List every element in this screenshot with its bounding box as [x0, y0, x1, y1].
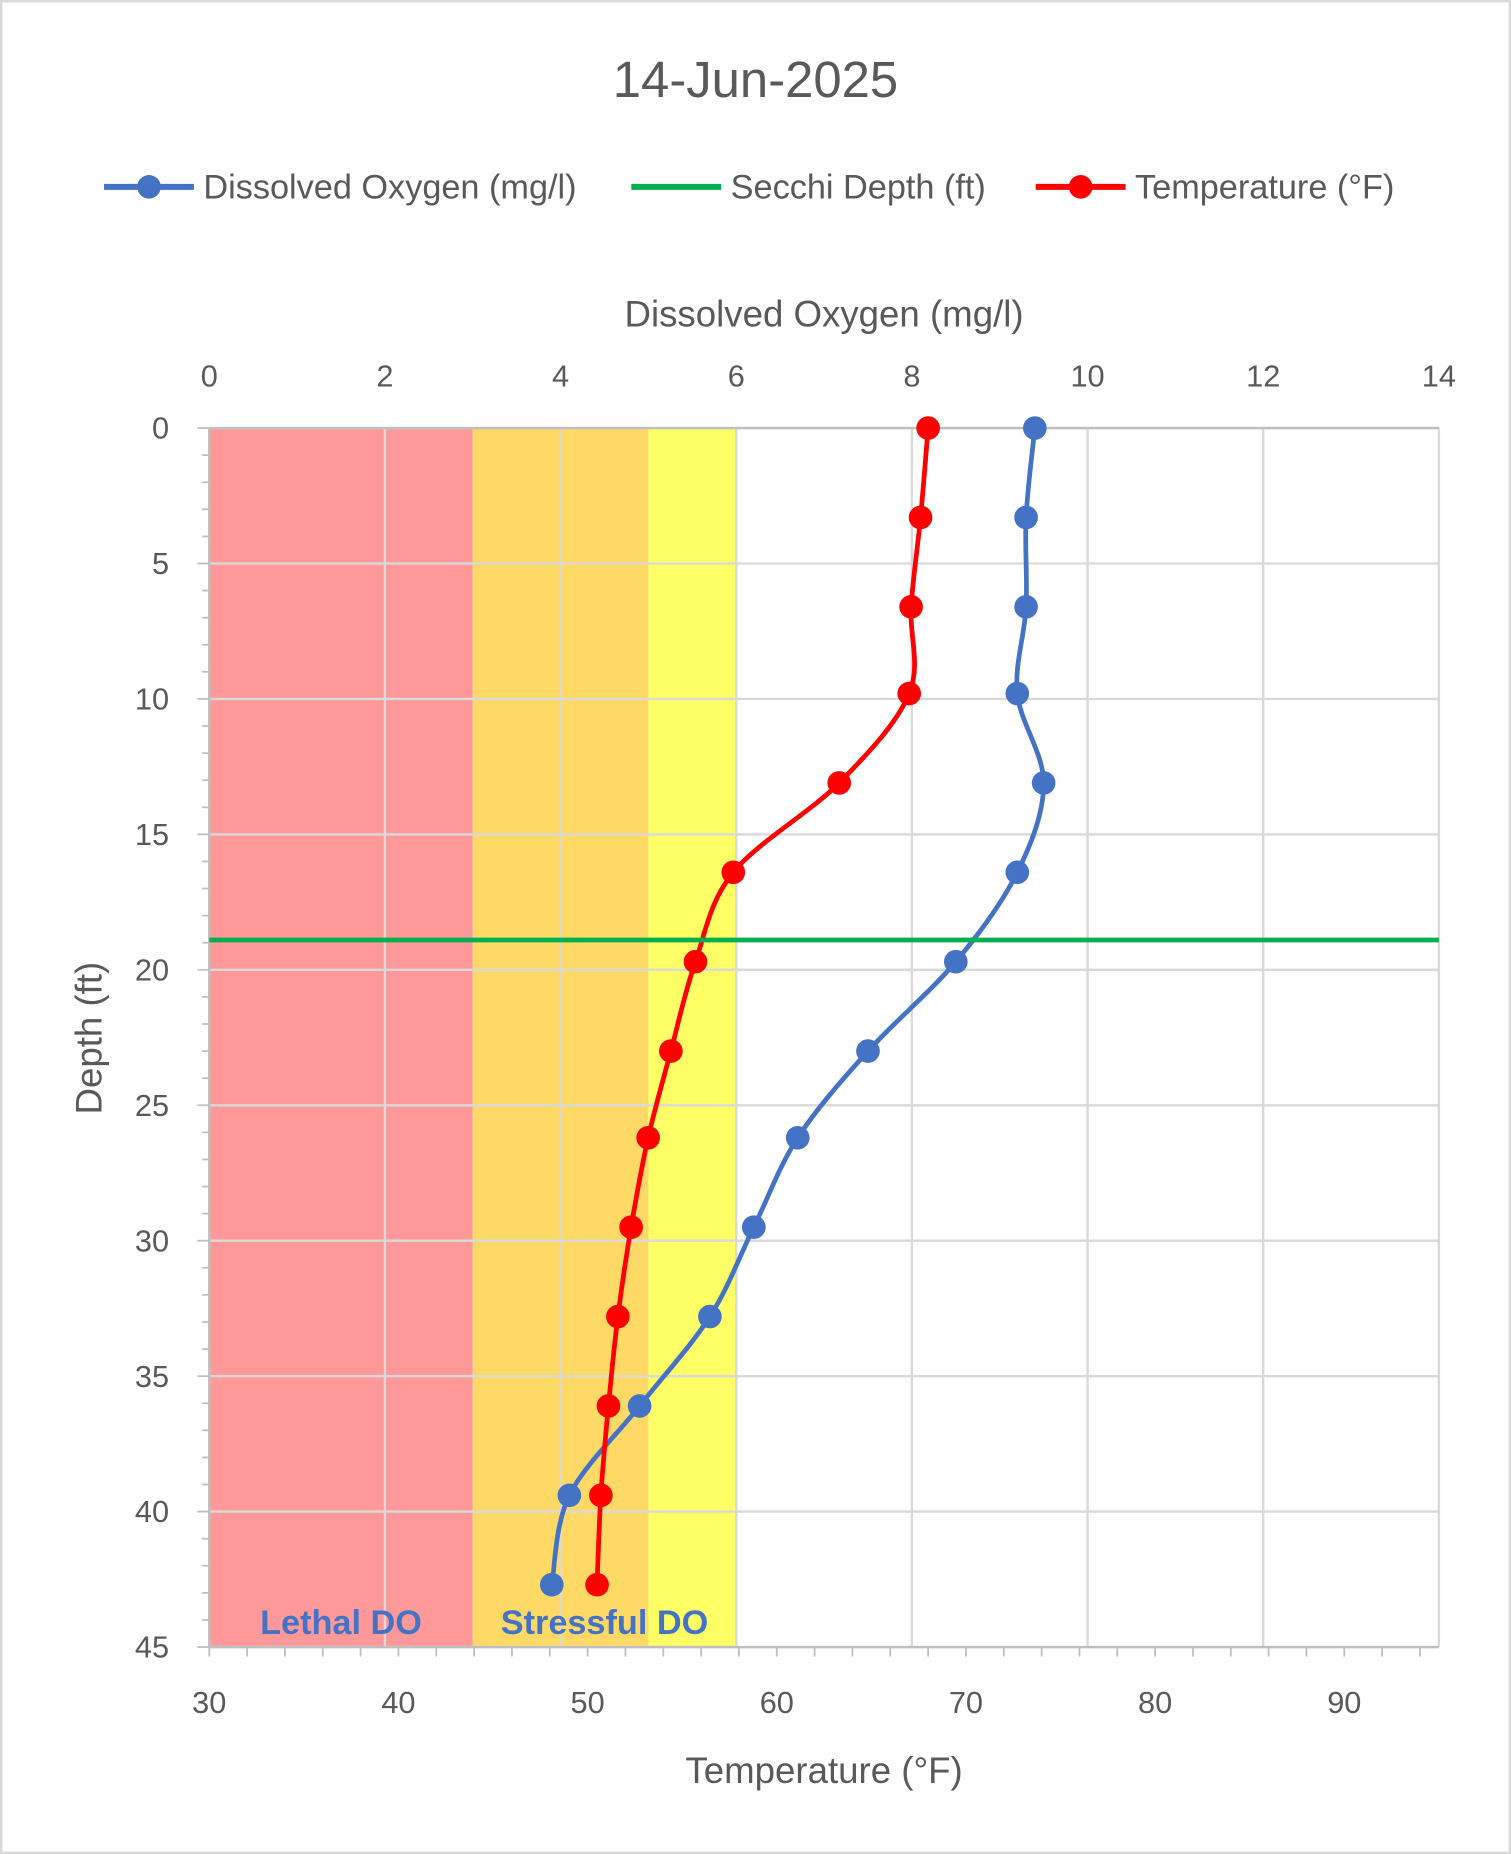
zone-label: Stressful DO	[501, 1604, 709, 1642]
do-point	[1005, 681, 1030, 706]
zone-band-2	[648, 428, 737, 1648]
depth-tick-label: 30	[135, 1223, 169, 1258]
do-axis-title: Dissolved Oxygen (mg/l)	[625, 293, 1024, 334]
temperature-point	[897, 681, 922, 706]
do-point	[741, 1215, 766, 1239]
temp-tick-label: 70	[949, 1685, 983, 1720]
legend-temp-label: Temperature (°F)	[1135, 169, 1394, 207]
do-tick-label: 0	[201, 359, 218, 394]
legend-do-label: Dissolved Oxygen (mg/l)	[203, 169, 576, 207]
temperature-point	[683, 949, 708, 974]
chart-title: 14-Jun-2025	[613, 51, 898, 108]
zone-band-0	[209, 428, 473, 1648]
do-tick-label: 2	[376, 359, 393, 394]
zone-label: Lethal DO	[260, 1604, 422, 1642]
depth-tick-label: 15	[135, 817, 169, 852]
temp-tick-label: 30	[192, 1685, 226, 1720]
depth-tick-label: 20	[135, 952, 169, 987]
do-tick-label: 6	[728, 359, 745, 394]
do-tick-label: 14	[1422, 359, 1456, 394]
temperature-point	[899, 595, 923, 619]
depth-tick-label: 5	[152, 546, 169, 581]
do-point	[1031, 771, 1056, 795]
do-point	[856, 1039, 880, 1063]
temp-tick-label: 80	[1138, 1685, 1172, 1720]
depth-tick-label: 45	[135, 1630, 169, 1665]
do-point	[943, 949, 968, 974]
temperature-point	[908, 505, 933, 530]
depth-axis-title: Depth (ft)	[69, 962, 110, 1115]
depth-tick-label: 10	[135, 682, 169, 717]
do-tick-label: 10	[1070, 359, 1104, 394]
do-point	[698, 1304, 722, 1329]
do-point	[557, 1483, 582, 1508]
do-point	[539, 1572, 564, 1597]
do-tick-label: 8	[903, 359, 920, 394]
do-point	[1014, 505, 1038, 530]
legend-secchi-label: Secchi Depth (ft)	[731, 169, 986, 207]
do-point	[785, 1125, 810, 1150]
depth-tick-label: 35	[135, 1359, 169, 1394]
do-tick-label: 12	[1246, 359, 1280, 394]
depth-tick-label: 0	[152, 411, 169, 446]
do-point	[627, 1394, 652, 1418]
do-point	[1005, 860, 1030, 885]
temperature-line	[594, 427, 931, 1585]
do-point	[1023, 416, 1047, 440]
temperature-point	[606, 1304, 630, 1329]
temperature-point	[585, 1572, 609, 1597]
temp-tick-label: 90	[1327, 1685, 1361, 1720]
temperature-point	[589, 1483, 613, 1508]
legend: Dissolved Oxygen (mg/l) Secchi Depth (ft…	[104, 169, 1394, 207]
legend-do-marker	[137, 175, 161, 199]
temp-tick-label: 40	[381, 1685, 415, 1720]
temperature-point	[596, 1394, 621, 1418]
depth-tick-label: 40	[135, 1494, 169, 1529]
temperature-point	[827, 771, 852, 795]
temp-tick-label: 60	[760, 1685, 794, 1720]
temperature-point	[721, 860, 746, 885]
temperature-point	[916, 416, 940, 440]
legend-temp-marker	[1068, 175, 1093, 199]
temperature-point	[619, 1215, 643, 1239]
do-point	[1014, 595, 1038, 619]
temp-tick-label: 50	[571, 1685, 605, 1720]
temp-axis-title: Temperature (°F)	[685, 1750, 962, 1791]
do-line	[549, 427, 1047, 1586]
do-tick-label: 4	[552, 359, 569, 394]
temperature-point	[636, 1125, 660, 1150]
depth-tick-label: 25	[135, 1088, 169, 1123]
temperature-point	[659, 1039, 683, 1063]
